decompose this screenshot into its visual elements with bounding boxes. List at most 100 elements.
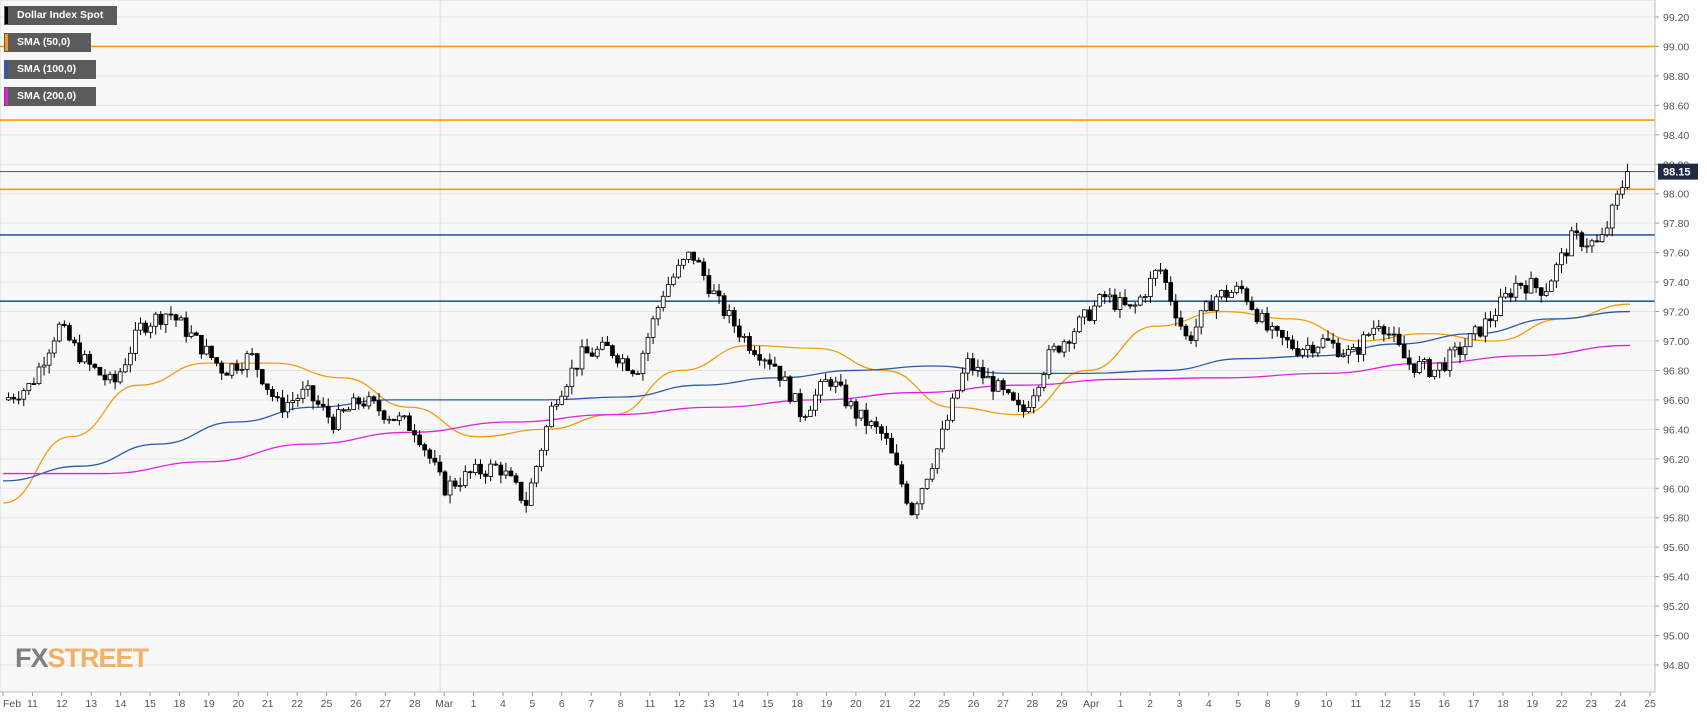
- x-tick-label: 15: [1409, 698, 1421, 710]
- candle-body: [615, 355, 620, 364]
- logo-fx: FX: [15, 643, 49, 673]
- legend-item-sma50[interactable]: SMA (50,0): [4, 33, 91, 52]
- candle-body: [452, 480, 458, 487]
- candle-body: [1051, 345, 1057, 351]
- candle-body: [1325, 338, 1331, 341]
- x-tick-label: 8: [1265, 698, 1271, 710]
- y-tick-label: 97.80: [1663, 218, 1689, 230]
- candle-body: [1168, 282, 1174, 302]
- candle-body: [117, 371, 123, 383]
- candle-body: [1041, 374, 1047, 388]
- candle-body: [1071, 331, 1077, 344]
- candle-body: [153, 313, 159, 327]
- x-tick-label: 15: [762, 698, 774, 710]
- candle-body: [696, 259, 702, 263]
- x-tick-label: Apr: [1083, 698, 1100, 710]
- x-tick-label: 19: [203, 698, 215, 710]
- candle-body: [1107, 294, 1113, 298]
- candle-body: [1620, 187, 1625, 195]
- legend-label: SMA (100,0): [17, 63, 77, 75]
- legend-item-price[interactable]: Dollar Index Spot: [4, 6, 117, 25]
- candle-body: [660, 295, 666, 308]
- candle-body: [498, 464, 504, 476]
- candle-body: [594, 348, 600, 357]
- candle-body: [1031, 395, 1037, 408]
- candle-body: [381, 410, 387, 420]
- candle-body: [1406, 357, 1412, 365]
- candle-body: [934, 448, 940, 469]
- candle-body: [468, 471, 473, 474]
- y-tick-label: 96.40: [1663, 424, 1689, 436]
- candle-body: [574, 367, 580, 370]
- legend-item-sma200[interactable]: SMA (200,0): [4, 87, 96, 106]
- candle-body: [1594, 240, 1600, 243]
- y-tick-label: 96.60: [1663, 395, 1689, 407]
- y-tick-label: 94.80: [1663, 660, 1689, 672]
- x-tick-label: 6: [559, 698, 565, 710]
- candle-body: [640, 352, 646, 374]
- candle-body: [386, 418, 392, 421]
- candle-body: [168, 313, 174, 316]
- candle-body: [1310, 344, 1316, 354]
- candle-body: [1442, 362, 1448, 371]
- candle-body: [1386, 333, 1392, 336]
- candle-body: [188, 332, 194, 337]
- legend-item-sma100[interactable]: SMA (100,0): [4, 60, 96, 79]
- candle-body: [737, 325, 742, 338]
- candle-body: [833, 381, 839, 387]
- candle-body: [929, 468, 935, 480]
- candle-body: [1518, 282, 1524, 286]
- candle-body: [1163, 269, 1168, 283]
- candle-body: [1543, 291, 1549, 296]
- fxstreet-logo: FXSTREET: [15, 643, 149, 673]
- candle-body: [1335, 342, 1341, 357]
- candle-body: [97, 367, 103, 376]
- candle-body: [351, 397, 356, 411]
- candle-body: [655, 307, 661, 320]
- candle-body: [234, 363, 240, 371]
- candle-body: [802, 416, 808, 418]
- candle-body: [1401, 344, 1407, 359]
- candle-body: [1264, 312, 1270, 331]
- y-tick-label: 95.40: [1663, 572, 1689, 584]
- candle-body: [336, 409, 341, 430]
- candle-body: [645, 337, 651, 354]
- candle-body: [1280, 329, 1285, 338]
- candle-body: [1269, 325, 1275, 331]
- candle-body: [1026, 407, 1031, 413]
- candle-body: [361, 403, 367, 407]
- candle-body: [249, 353, 255, 356]
- x-tick-label: 28: [1027, 698, 1039, 710]
- legend-swatch-sma100: [5, 61, 8, 78]
- sma-line: [2, 303, 1631, 504]
- candle-body: [985, 376, 991, 379]
- candle-body: [970, 358, 976, 371]
- x-tick-label: 21: [262, 698, 274, 710]
- candle-body: [1117, 297, 1123, 310]
- candle-body: [371, 396, 377, 402]
- candle-body: [457, 485, 463, 487]
- candle-body: [417, 434, 422, 446]
- candle-body: [1346, 349, 1351, 356]
- candle-body: [31, 383, 37, 385]
- candle-body: [960, 372, 965, 392]
- candle-body: [310, 385, 316, 402]
- candle-body: [1467, 333, 1473, 348]
- x-tick-label: 11: [27, 698, 38, 710]
- candle-body: [1254, 309, 1260, 323]
- candle-body: [173, 314, 179, 321]
- candle-body: [1229, 292, 1234, 298]
- candle-body: [178, 317, 184, 321]
- candle-body: [280, 397, 285, 413]
- candle-body: [945, 419, 950, 430]
- x-tick-label: 24: [1615, 698, 1627, 710]
- candle-body: [549, 405, 554, 428]
- candle-body: [224, 372, 230, 376]
- y-tick-label: 96.20: [1663, 454, 1689, 466]
- candle-body: [1584, 245, 1590, 248]
- candle-body: [229, 363, 235, 376]
- candle-body: [1503, 293, 1508, 298]
- candle-body: [1046, 349, 1052, 375]
- candle-body: [1274, 325, 1280, 331]
- candle-body: [6, 396, 11, 401]
